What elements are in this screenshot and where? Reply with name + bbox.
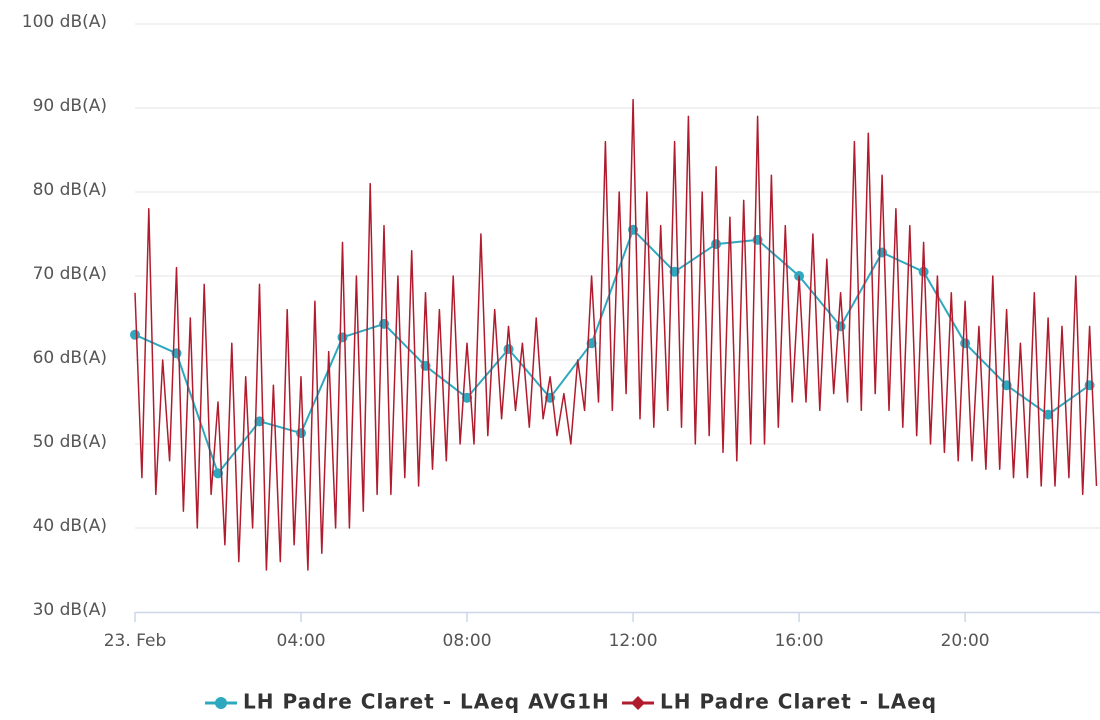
series-marker	[130, 329, 140, 340]
y-tick-label: 40 dB(A)	[33, 516, 107, 536]
y-tick-label: 90 dB(A)	[33, 96, 107, 116]
series-marker	[586, 338, 597, 349]
series-marker	[296, 428, 307, 439]
series-marker	[379, 318, 390, 329]
series-marker	[337, 332, 348, 343]
series-marker	[960, 338, 971, 349]
series-marker	[877, 247, 888, 258]
legend: LH Padre Claret - LAeq AVG1H LH Padre Cla…	[205, 690, 937, 714]
x-tick-label: 08:00	[443, 631, 492, 651]
x-tick-label: 20:00	[941, 631, 990, 651]
series-marker	[711, 239, 722, 250]
y-tick-label: 30 dB(A)	[33, 600, 107, 620]
legend-label: LH Padre Claret - LAeq AVG1H	[243, 690, 610, 714]
y-tick-label: 60 dB(A)	[33, 348, 107, 368]
series-marker	[835, 321, 846, 332]
series-marker	[1084, 380, 1095, 391]
series-marker	[1043, 409, 1054, 420]
x-tick-label: 12:00	[609, 631, 658, 651]
y-tick-label: 70 dB(A)	[33, 264, 107, 284]
x-tick-label: 04:00	[277, 631, 326, 651]
series-marker	[918, 266, 929, 277]
y-tick-label: 100 dB(A)	[22, 12, 107, 32]
x-tick-label: 23. Feb	[104, 631, 167, 651]
series-marker	[752, 234, 763, 245]
series-marker	[213, 468, 224, 479]
legend-label: LH Padre Claret - LAeq	[660, 690, 937, 714]
series-marker	[462, 392, 473, 403]
legend-symbol	[631, 696, 645, 710]
series-marker	[503, 344, 514, 355]
x-tick-label: 16:00	[775, 631, 824, 651]
y-tick-label: 80 dB(A)	[33, 180, 107, 200]
series-line	[134, 228, 1091, 475]
legend-symbol	[215, 697, 227, 709]
series-line	[134, 98, 1098, 571]
y-tick-label: 50 dB(A)	[33, 432, 107, 452]
